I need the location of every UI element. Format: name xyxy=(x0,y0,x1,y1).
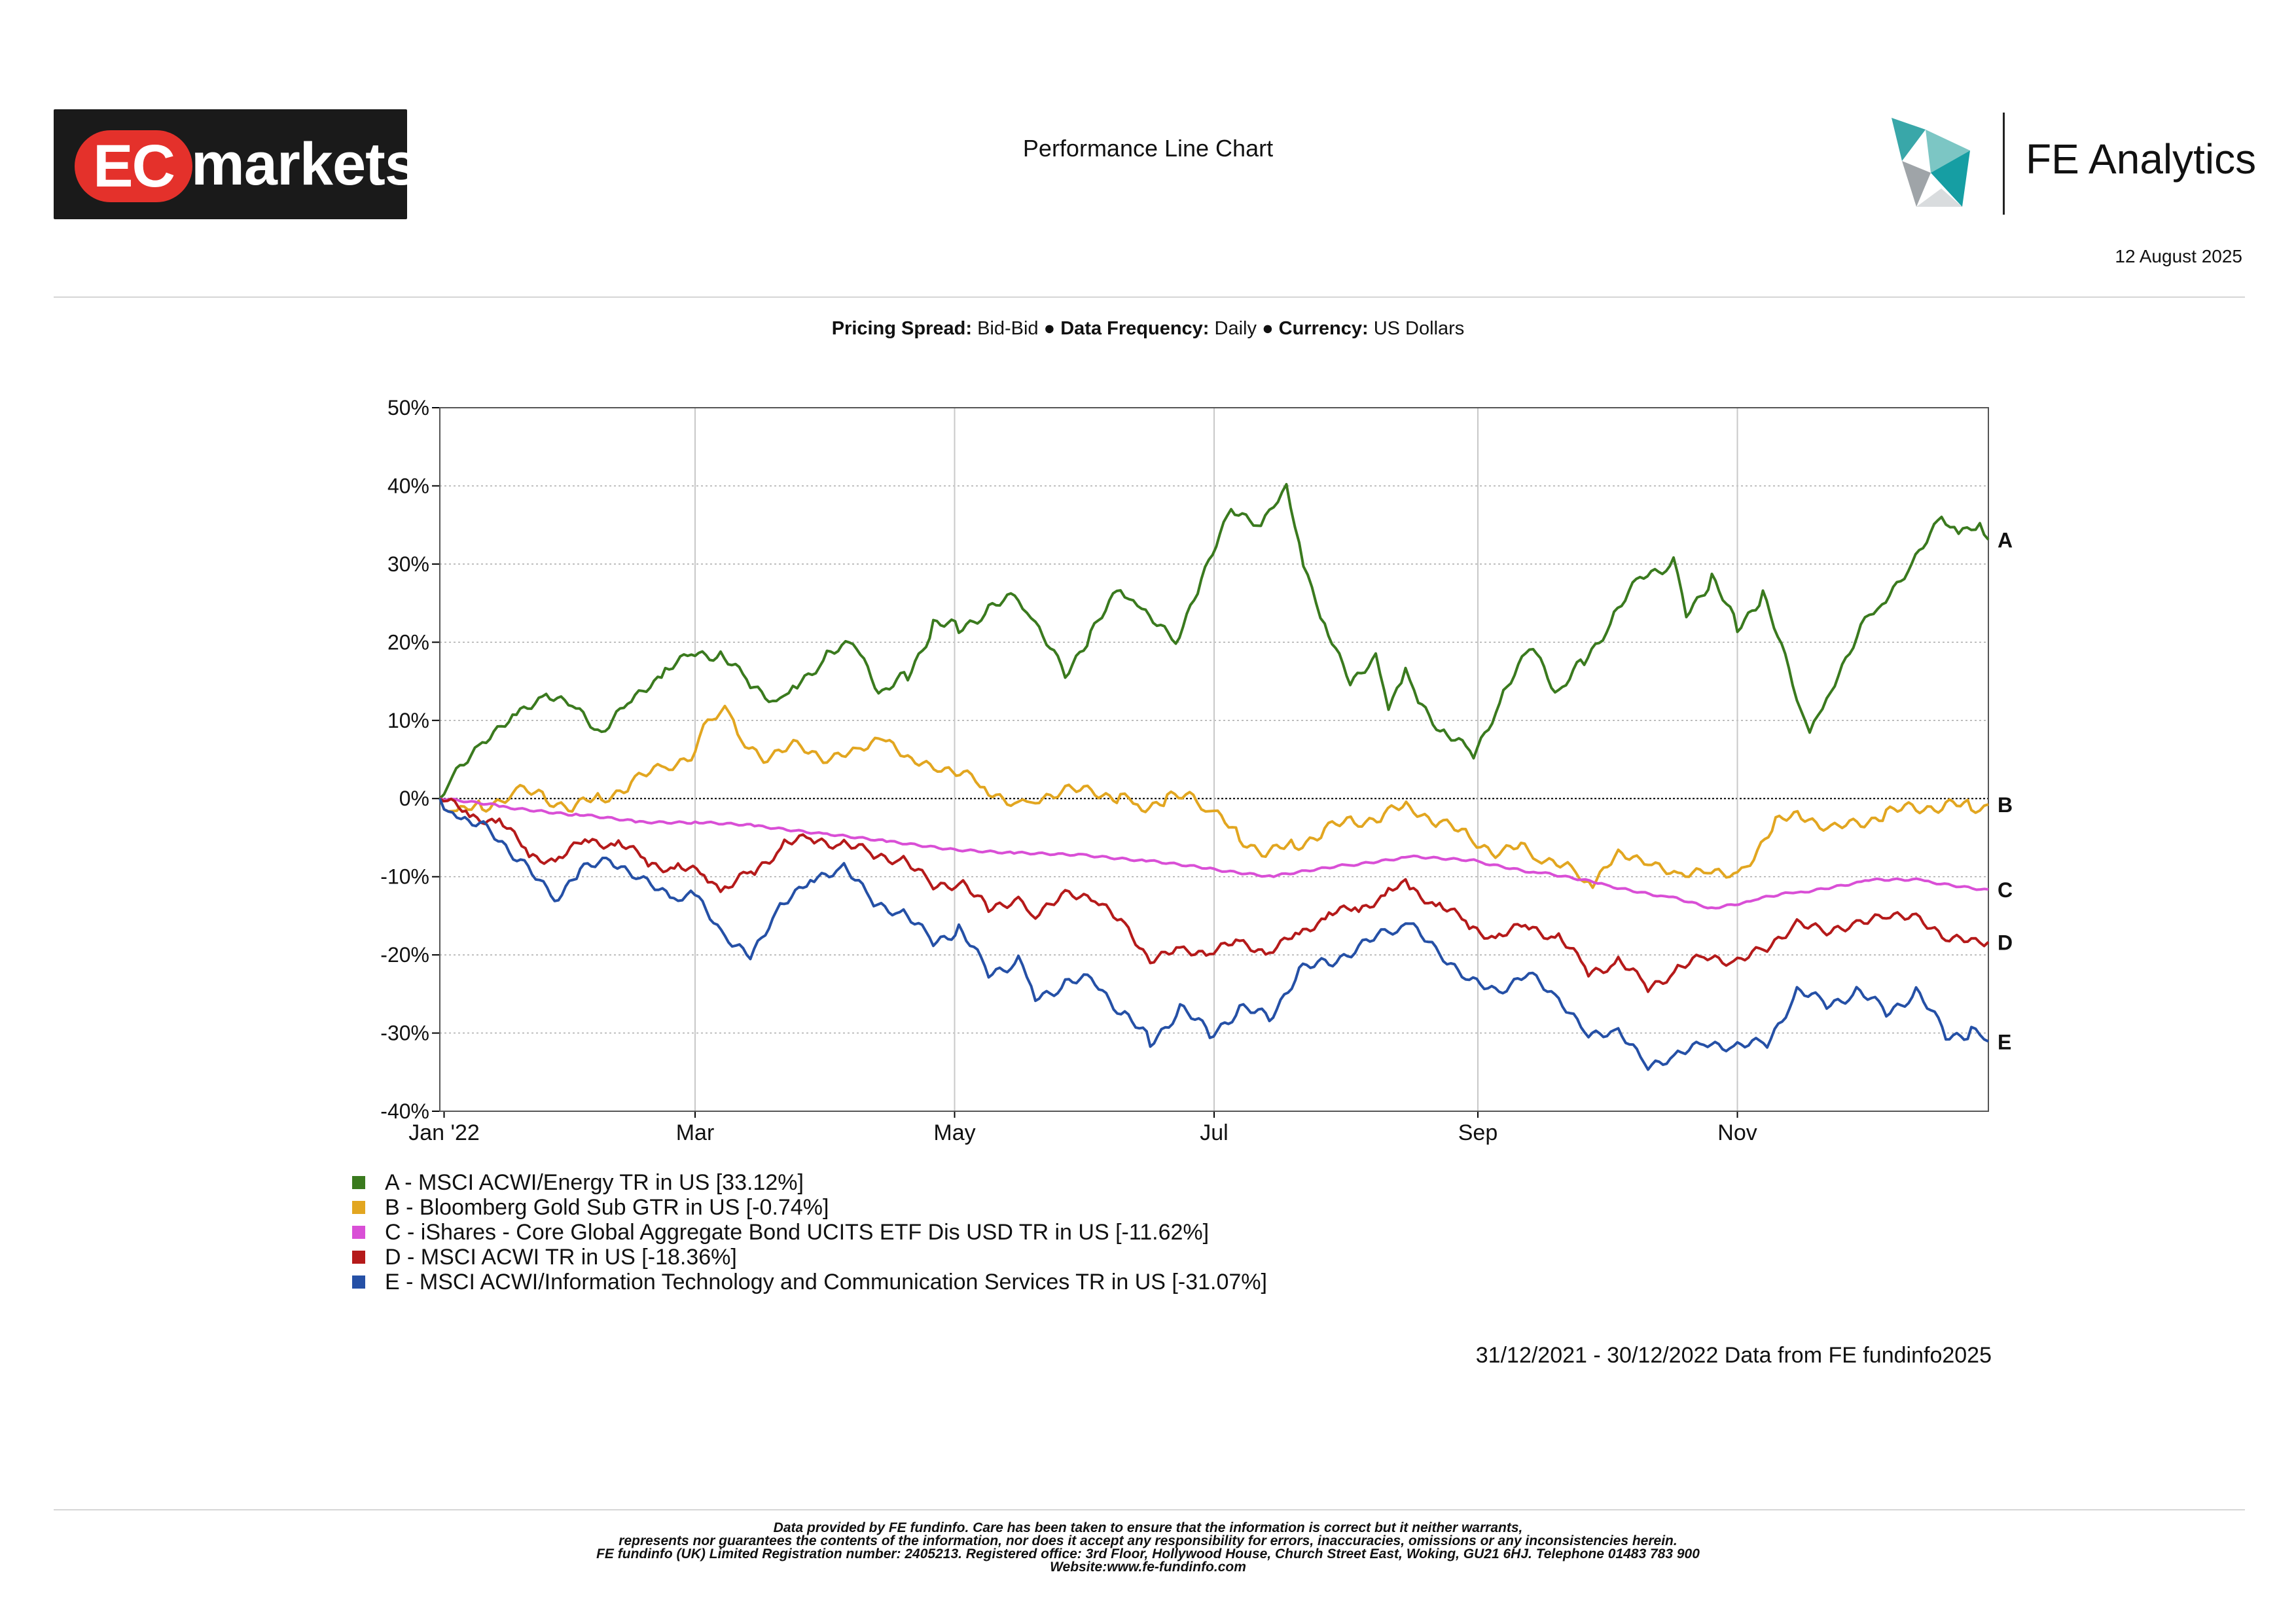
disclaimer-line: Data provided by FE fundinfo. Care has b… xyxy=(773,1520,1523,1535)
series-end-label-E: E xyxy=(1998,1030,2011,1054)
disclaimer-line: FE fundinfo (UK) Limited Registration nu… xyxy=(596,1546,1700,1561)
ec-markets-logo: EC markets xyxy=(54,109,418,219)
y-tick-label: -10% xyxy=(380,865,429,889)
y-tick-label: 10% xyxy=(387,709,429,732)
disclaimer-line: represents nor guarantees the contents o… xyxy=(619,1533,1677,1548)
logo-divider xyxy=(2003,113,2005,215)
x-tick-label: Jan '22 xyxy=(408,1120,480,1145)
fe-analytics-brand: FE Analytics xyxy=(2026,135,2257,183)
logo-markets-text: markets xyxy=(191,131,418,198)
legend-label: A - MSCI ACWI/Energy TR in US [33.12%] xyxy=(385,1170,804,1195)
y-tick-label: -20% xyxy=(380,943,429,967)
disclaimer-line: Website:www.fe-fundinfo.com xyxy=(1050,1560,1246,1575)
chart-settings: Pricing Spread: Bid-Bid ● Data Frequency… xyxy=(0,318,2296,340)
currency-label: Currency: xyxy=(1278,318,1369,339)
logo-red-circle xyxy=(75,130,192,202)
x-tick-label: Jul xyxy=(1200,1120,1228,1145)
report-date: 12 August 2025 xyxy=(2115,246,2242,266)
legend-swatch xyxy=(352,1201,365,1214)
series-line-B xyxy=(439,704,1989,889)
source-date-range: 31/12/2021 - 30/12/2022 Data from FE fun… xyxy=(1475,1343,1992,1368)
legend-label: D - MSCI ACWI TR in US [-18.36%] xyxy=(385,1245,737,1270)
series-end-label-D: D xyxy=(1998,931,2013,955)
series-line-D xyxy=(439,797,1990,993)
frequency-label: Data Frequency: xyxy=(1060,318,1210,339)
series-end-label-C: C xyxy=(1998,878,2013,902)
legend-label: B - Bloomberg Gold Sub GTR in US [-0.74%… xyxy=(385,1195,829,1220)
disclaimer: Data provided by FE fundinfo. Care has b… xyxy=(0,1520,2296,1575)
settings-separator: ● xyxy=(1043,318,1056,339)
legend-swatch xyxy=(352,1251,365,1264)
x-tick-label: Nov xyxy=(1717,1120,1757,1145)
x-tick-label: May xyxy=(933,1120,975,1145)
legend-swatch xyxy=(352,1176,365,1189)
series-line-E xyxy=(439,798,1989,1071)
series-end-label-B: B xyxy=(1998,793,2013,817)
plot-frame xyxy=(439,407,1989,1112)
x-tick-label: Sep xyxy=(1458,1120,1498,1145)
y-tick-label: 40% xyxy=(387,474,429,497)
currency-value: US Dollars xyxy=(1373,318,1465,339)
y-tick-label: -40% xyxy=(380,1099,429,1123)
legend-swatch xyxy=(352,1226,365,1239)
spread-value: Bid-Bid xyxy=(977,318,1039,339)
page-title: Performance Line Chart xyxy=(1022,135,1274,162)
series-line-C xyxy=(439,797,1989,910)
logo-ec-text: EC xyxy=(93,133,175,200)
footer-divider xyxy=(54,1509,2245,1510)
y-tick-label: 20% xyxy=(387,630,429,654)
spread-label: Pricing Spread: xyxy=(831,318,973,339)
legend-label: C - iShares - Core Global Aggregate Bond… xyxy=(385,1220,1210,1245)
y-tick-label: 0% xyxy=(399,787,429,810)
y-tick-label: 30% xyxy=(387,552,429,576)
fe-analytics-logo-icon xyxy=(1892,118,1970,207)
legend-label: E - MSCI ACWI/Information Technology and… xyxy=(385,1270,1267,1294)
x-tick-label: Mar xyxy=(676,1120,715,1145)
series-end-label-A: A xyxy=(1998,529,2013,552)
frequency-value: Daily xyxy=(1214,318,1257,339)
settings-separator: ● xyxy=(1262,318,1274,339)
header-divider xyxy=(54,296,2245,298)
performance-line-chart: -40% -30% -20% -10% 0% 10% 20% 30% 40% 50% Jan '22… xyxy=(380,396,2013,1145)
y-tick-label: -30% xyxy=(380,1022,429,1045)
series-line-A xyxy=(439,483,1990,800)
y-tick-label: 50% xyxy=(387,396,429,419)
legend-swatch xyxy=(352,1275,365,1289)
